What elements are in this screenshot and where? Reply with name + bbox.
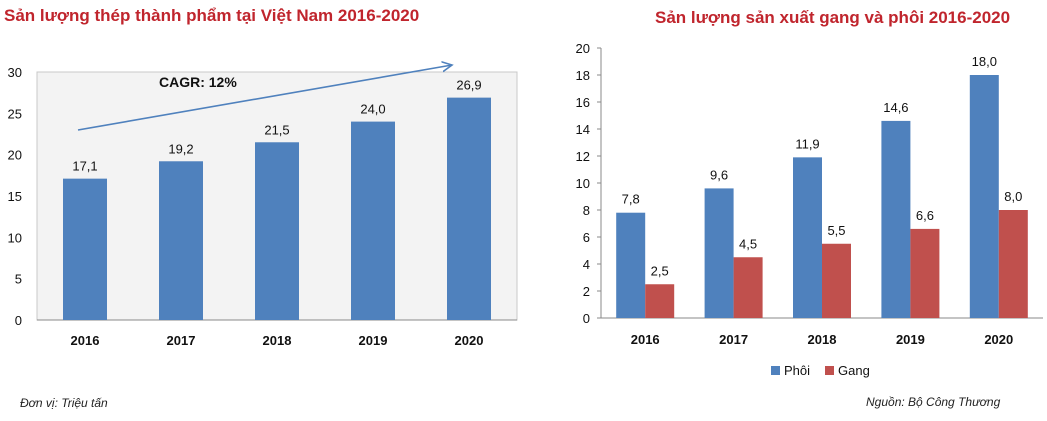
y-tick-label: 4 <box>583 257 590 272</box>
y-tick-label: 16 <box>576 95 590 110</box>
data-label: 6,6 <box>916 208 934 223</box>
x-tick-label: 2020 <box>984 332 1013 347</box>
data-label: 9,6 <box>710 167 728 182</box>
source-note: Nguồn: Bộ Công Thương <box>866 395 1001 409</box>
y-tick-label: 10 <box>8 230 22 245</box>
right-chart-marks: 0 2 4 6 8 10 12 14 16 18 20 7,8 2,5 2016 9,6 4,5 2017 11,… <box>576 41 1028 378</box>
x-tick-label: 2019 <box>896 332 925 347</box>
bar <box>255 142 299 320</box>
legend-label: Phôi <box>784 363 810 378</box>
legend-swatch <box>825 366 834 375</box>
y-tick-label: 10 <box>576 176 590 191</box>
x-tick-label: 2019 <box>359 333 388 348</box>
unit-note: Đơn vị: Triệu tấn <box>20 396 108 410</box>
x-tick-label: 2020 <box>455 333 484 348</box>
bar <box>159 161 203 320</box>
data-label: 4,5 <box>739 236 757 251</box>
y-tick-label: 18 <box>576 68 590 83</box>
bar-series-1 <box>616 212 646 318</box>
y-tick-label: 5 <box>15 272 22 287</box>
bar <box>63 178 107 320</box>
y-tick-label: 20 <box>8 148 22 163</box>
y-tick-label: 6 <box>583 230 590 245</box>
bar-series-1 <box>881 120 911 319</box>
data-label: 14,6 <box>883 100 908 115</box>
legend-swatch <box>771 366 780 375</box>
x-tick-label: 2017 <box>719 332 748 347</box>
y-tick-label: 14 <box>576 122 590 137</box>
y-tick-label: 12 <box>576 149 590 164</box>
bar-series-2 <box>822 243 851 318</box>
y-tick-label: 0 <box>583 311 590 326</box>
bar-series-2 <box>910 228 940 318</box>
data-label: 2,5 <box>651 263 669 278</box>
x-tick-label: 2017 <box>167 333 196 348</box>
data-label: 17,1 <box>72 159 97 174</box>
y-tick-label: 30 <box>8 65 22 80</box>
data-label: 21,5 <box>264 122 289 137</box>
y-tick-label: 15 <box>8 189 22 204</box>
cagr-trend-arrow <box>77 65 452 131</box>
data-label: 11,9 <box>795 136 819 151</box>
cagr-annotation: CAGR: 12% <box>159 74 237 90</box>
bar-series-2 <box>733 257 763 318</box>
bar-series-1 <box>793 157 822 318</box>
data-label: 24,0 <box>360 102 385 117</box>
data-label: 18,0 <box>972 54 997 69</box>
legend-label: Gang <box>838 363 870 378</box>
y-tick-label: 20 <box>576 41 590 56</box>
bar-series-2 <box>645 284 675 318</box>
data-label: 19,2 <box>168 141 193 156</box>
y-tick-label: 25 <box>8 106 22 121</box>
x-tick-label: 2016 <box>631 332 660 347</box>
y-tick-label: 8 <box>583 203 590 218</box>
bar-series-2 <box>998 210 1028 318</box>
data-label: 5,5 <box>827 223 845 238</box>
x-tick-label: 2018 <box>808 332 837 347</box>
x-tick-label: 2018 <box>263 333 292 348</box>
bar <box>447 97 491 320</box>
data-label: 8,0 <box>1004 189 1022 204</box>
left-chart-marks: 0 5 10 15 20 25 30 17,1 2016 19,2 2017 21,5 2018 24,0… <box>8 65 491 348</box>
right-chart-title: Sản lượng sản xuất gang và phôi 2016-202… <box>655 8 1011 27</box>
y-tick-label: 0 <box>15 313 22 328</box>
bar-series-1 <box>704 188 734 318</box>
data-label: 7,8 <box>622 192 640 207</box>
bar <box>351 121 395 320</box>
data-label: 26,9 <box>456 78 481 93</box>
bar-series-1 <box>969 75 999 318</box>
y-tick-label: 2 <box>583 284 590 299</box>
x-tick-label: 2016 <box>71 333 100 348</box>
left-chart-title: Sản lượng thép thành phẩm tại Việt Nam 2… <box>4 6 420 25</box>
